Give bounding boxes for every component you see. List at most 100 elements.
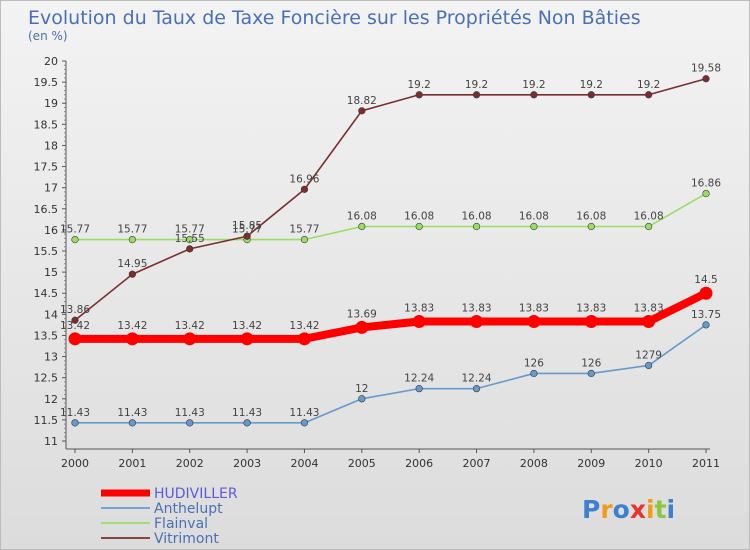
series-line: [74, 77, 707, 321]
legend-label: Anthelupt: [154, 501, 223, 517]
y-tick-label: 14.5: [34, 287, 59, 300]
data-label: 19.2: [637, 79, 660, 91]
legend-label: HUDIVILLER: [154, 486, 238, 502]
data-point: [297, 332, 311, 346]
data-point: [530, 222, 538, 231]
data-point: [415, 385, 423, 393]
data-point: [125, 332, 139, 346]
data-label: 16.08: [347, 211, 377, 223]
logo-letter: r: [600, 495, 613, 524]
chart-subtitle: (en %): [28, 29, 68, 43]
data-label: 14.5: [694, 274, 717, 286]
x-tick-label: 2005: [348, 457, 376, 470]
series-line: [75, 192, 707, 241]
data-point: [702, 321, 710, 329]
data-point: [71, 419, 79, 427]
data-point: [530, 369, 538, 378]
series-flainval: 15.77 15.77 15.77 15.77 15.77 16.08 16.08 16.08…: [60, 178, 721, 244]
legend-label: Vitrimont: [154, 531, 219, 547]
data-label: 15.77: [60, 224, 90, 236]
series-line: [75, 324, 707, 424]
y-tick-label: 13: [44, 351, 58, 364]
data-label: 15.77: [117, 224, 147, 236]
data-label: 11.43: [117, 407, 147, 419]
x-tick-label: 2011: [692, 457, 720, 470]
data-point: [240, 332, 254, 346]
y-tick-label: 18: [44, 139, 58, 152]
y-tick-label: 11: [44, 435, 58, 448]
logo-letter: t: [655, 495, 667, 524]
data-label: 19.2: [407, 79, 430, 91]
data-label: 13.42: [60, 320, 90, 332]
data-label: 16.08: [576, 211, 606, 223]
data-point: [530, 91, 538, 99]
data-point: [183, 332, 197, 346]
data-point: [645, 222, 653, 231]
data-label: 16.08: [404, 211, 434, 223]
series-line: [75, 289, 708, 343]
data-label: 11.43: [289, 407, 319, 419]
data-point: [300, 236, 309, 244]
y-tick-label: 16.5: [34, 203, 59, 216]
logo-letter: i: [646, 495, 655, 524]
y-tick-label: 15.5: [34, 245, 59, 258]
y-tick-label: 14: [44, 308, 58, 321]
data-point: [702, 75, 710, 83]
logo-letter: x: [630, 495, 646, 524]
data-label: 13.83: [519, 303, 549, 315]
data-label: 126: [581, 357, 601, 369]
data-point: [470, 315, 484, 329]
data-label: 12.24: [404, 373, 434, 385]
data-point: [584, 315, 598, 329]
series-vitrimont: 13.86 14.95 15.55 15.85 16.96 18.82 19.2 19.2 19…: [60, 63, 721, 324]
data-label: 15.85: [232, 220, 262, 232]
data-point: [699, 286, 713, 300]
legend-label: Flainval: [154, 516, 208, 532]
data-point: [128, 236, 136, 244]
data-point: [645, 91, 653, 99]
logo-letter: o: [613, 495, 630, 524]
data-label: 126: [524, 357, 544, 369]
y-tick-label: 11.5: [34, 414, 59, 427]
x-tick-label: 2008: [520, 457, 548, 470]
data-label: 19.2: [522, 79, 545, 91]
data-point: [645, 361, 653, 370]
data-point: [128, 270, 136, 278]
data-label: 14.95: [117, 258, 147, 270]
data-point: [415, 91, 423, 99]
data-label: 13.83: [404, 303, 434, 315]
data-point: [587, 222, 595, 231]
data-point: [702, 189, 710, 198]
data-label: 11.43: [60, 407, 90, 419]
series-layer: 11.43 11.43 11.43 11.43 11.43 12 12.24 12.24 126…: [60, 63, 721, 427]
data-label: 12.24: [462, 373, 492, 385]
x-tick-label: 2010: [635, 457, 663, 470]
data-label: 11.43: [175, 407, 205, 419]
data-label: 19.58: [691, 63, 721, 75]
y-tick-label: 17.5: [34, 161, 59, 174]
data-point: [355, 320, 369, 334]
x-tick-label: 2000: [61, 457, 89, 470]
data-label: 11.43: [232, 407, 262, 419]
data-label: 13.42: [232, 320, 262, 332]
x-tick-label: 2003: [233, 457, 261, 470]
data-label: 13.69: [347, 308, 377, 320]
data-point: [587, 91, 595, 99]
data-label: 13.42: [289, 320, 319, 332]
axes: 11 11.5 12 12.5 13 13.5 14 14.5 15 15.5 16 16.5 17 17…: [34, 55, 721, 470]
series-anthelupt: 11.43 11.43 11.43 11.43 11.43 12 12.24 12.24 126…: [60, 309, 721, 427]
data-point: [472, 91, 481, 99]
data-label: 13.75: [691, 309, 721, 321]
y-tick-label: 13.5: [34, 329, 59, 342]
data-label: 15.77: [232, 224, 262, 236]
data-point: [587, 369, 595, 378]
data-point: [71, 316, 79, 324]
y-tick-label: 12.5: [34, 372, 59, 385]
data-label: 13.86: [60, 304, 90, 316]
data-point: [186, 245, 194, 253]
data-label: 16.08: [462, 211, 492, 223]
data-label: 13.42: [175, 320, 205, 332]
data-label: 19.2: [580, 79, 603, 91]
